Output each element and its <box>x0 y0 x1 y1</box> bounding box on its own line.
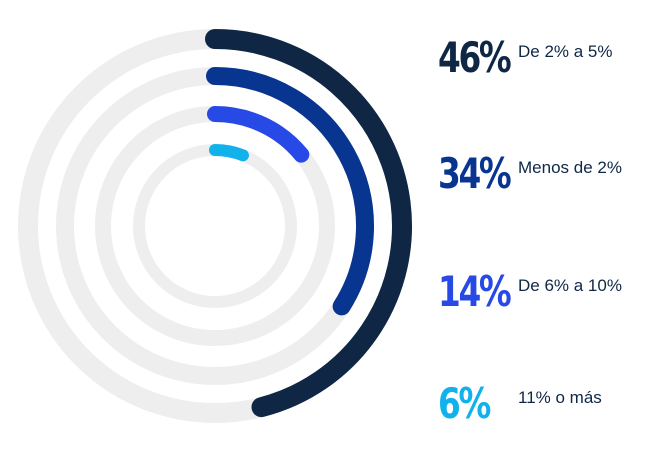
legend-item-under-2: 34% Menos de 2% <box>438 144 663 204</box>
legend-label-11-plus: 11% o más <box>518 388 602 407</box>
bar-arc-under-2 <box>206 67 374 316</box>
track-ring-11-plus <box>133 144 297 308</box>
radial-bar-chart <box>18 29 412 423</box>
bar-arc-11-plus <box>209 144 249 162</box>
legend-item-6-10: 14% De 6% a 10% <box>438 262 663 322</box>
legend-value-11-plus: 6% <box>438 379 491 428</box>
legend-value-2-5: 46% <box>438 33 512 82</box>
legend-value-under-2: 34% <box>438 149 512 198</box>
legend-label-2-5: De 2% a 5% <box>518 42 613 61</box>
legend-value-6-10: 14% <box>438 267 512 316</box>
legend-item-2-5: 46% De 2% a 5% <box>438 28 663 88</box>
legend-item-11-plus: 6% 11% o más <box>438 374 663 434</box>
legend-label-under-2: Menos de 2% <box>518 158 622 177</box>
bar-arc-2-5 <box>205 29 412 418</box>
legend-label-6-10: De 6% a 10% <box>518 276 622 295</box>
bar-arc-6-10 <box>207 106 310 163</box>
